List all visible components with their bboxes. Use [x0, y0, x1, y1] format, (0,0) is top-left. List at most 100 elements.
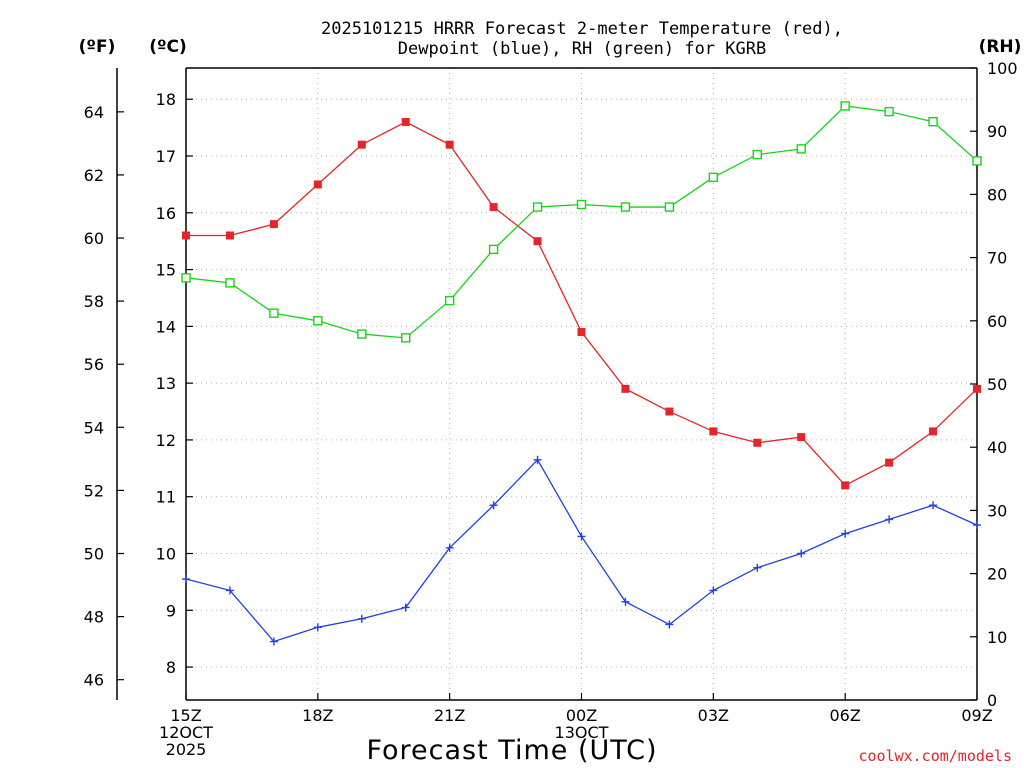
celsius-tick-label: 18 — [156, 90, 176, 109]
data-point — [709, 427, 718, 436]
rh-tick-label: 30 — [987, 501, 1007, 520]
data-point — [664, 202, 675, 212]
data-point — [972, 156, 982, 166]
data-point — [357, 329, 367, 339]
data-point — [489, 501, 498, 510]
rh-tick-label: 90 — [987, 122, 1007, 141]
fahrenheit-tick-label: 60 — [84, 229, 104, 248]
data-point — [313, 180, 322, 189]
data-point — [973, 384, 981, 393]
data-point — [929, 501, 938, 510]
celsius-tick-label: 11 — [156, 488, 176, 507]
celsius-tick-label: 9 — [166, 601, 176, 620]
data-point — [973, 521, 981, 530]
data-point — [533, 237, 542, 246]
data-point — [313, 316, 323, 326]
data-point — [445, 140, 454, 149]
fahrenheit-tick-label: 54 — [84, 418, 104, 437]
celsius-axis-label: (ºC) — [149, 37, 187, 57]
fahrenheit-tick-label: 50 — [84, 544, 104, 563]
data-point — [621, 597, 630, 606]
data-point — [401, 603, 410, 612]
axis-ticks: 8 9 10 11 12 13 14 15 16 17 18 46 48 50 52 54 56 58 60 62 64… — [84, 59, 1018, 759]
data-point — [489, 203, 498, 212]
chart-title-line-1: 2025101215 HRRR Forecast 2-meter Tempera… — [321, 19, 843, 39]
data-point — [797, 433, 806, 442]
x-tick-label: 09Z — [961, 706, 992, 725]
fahrenheit-tick-label: 58 — [84, 292, 104, 311]
x-tick-label: 06Z — [830, 706, 861, 725]
data-point — [532, 202, 543, 212]
data-point — [752, 149, 762, 160]
data-point — [533, 455, 542, 464]
data-point — [225, 231, 234, 240]
rh-tick-label: 60 — [987, 312, 1007, 331]
x-tick-label: 15Z — [170, 706, 201, 725]
data-point — [269, 308, 279, 318]
rh-tick-label: 10 — [987, 628, 1007, 647]
data-point — [665, 407, 674, 416]
data-point — [269, 220, 278, 229]
data-point — [797, 549, 806, 558]
celsius-tick-label: 14 — [156, 317, 176, 336]
data-point — [885, 515, 894, 524]
data-point — [357, 140, 366, 149]
rh-tick-label: 80 — [987, 185, 1007, 204]
data-point — [796, 144, 806, 154]
fahrenheit-axis-label: (ºF) — [79, 37, 116, 57]
data-point — [709, 586, 718, 595]
fahrenheit-tick-label: 46 — [84, 671, 104, 690]
data-point — [885, 458, 894, 467]
series-dewpoint — [182, 455, 981, 646]
grid-lines — [185, 68, 978, 700]
rh-tick-label: 40 — [987, 438, 1007, 457]
data-point — [182, 575, 190, 584]
data-point — [577, 532, 586, 541]
rh-axis-label: (RH) — [979, 37, 1022, 57]
data-point — [929, 427, 938, 436]
celsius-tick-label: 17 — [156, 147, 176, 166]
fahrenheit-tick-label: 62 — [84, 166, 104, 185]
data-point — [225, 586, 234, 595]
data-point — [841, 529, 850, 538]
x-tick-label: 12OCT — [159, 723, 213, 742]
fahrenheit-tick-label: 52 — [84, 481, 104, 500]
fahrenheit-tick-label: 48 — [84, 608, 104, 627]
series-2-meter-temperature — [182, 117, 981, 490]
data-point — [708, 172, 719, 183]
data-point — [401, 333, 411, 343]
data-point — [577, 328, 586, 337]
data-point — [753, 563, 762, 572]
data-point — [182, 231, 190, 240]
data-point — [621, 384, 630, 393]
rh-tick-label: 20 — [987, 565, 1007, 584]
data-point — [753, 438, 762, 447]
data-point — [841, 481, 850, 490]
data-point — [488, 244, 499, 255]
x-tick-label: 18Z — [302, 706, 333, 725]
axes — [116, 67, 978, 701]
data-point — [313, 623, 322, 632]
celsius-tick-label: 15 — [156, 261, 176, 280]
x-tick-label: 13OCT — [555, 723, 609, 742]
celsius-tick-label: 16 — [156, 204, 176, 223]
data-point — [444, 295, 455, 306]
data-point — [445, 543, 454, 552]
rh-tick-label: 0 — [987, 691, 997, 710]
data-point — [928, 117, 938, 127]
data-point — [620, 202, 631, 212]
data-point — [840, 101, 850, 111]
fahrenheit-tick-label: 64 — [84, 103, 104, 122]
x-tick-label: 2025 — [166, 740, 207, 759]
x-axis-title: Forecast Time (UTC) — [366, 735, 657, 766]
series-rh — [181, 101, 982, 343]
data-point — [665, 620, 674, 629]
celsius-tick-label: 13 — [156, 374, 176, 393]
x-tick-label: 03Z — [698, 706, 729, 725]
data-point — [225, 278, 235, 288]
fahrenheit-tick-label: 56 — [84, 355, 104, 374]
data-point — [357, 614, 366, 623]
x-tick-label: 21Z — [434, 706, 465, 725]
rh-tick-label: 100 — [987, 59, 1018, 78]
celsius-tick-label: 8 — [166, 658, 176, 677]
